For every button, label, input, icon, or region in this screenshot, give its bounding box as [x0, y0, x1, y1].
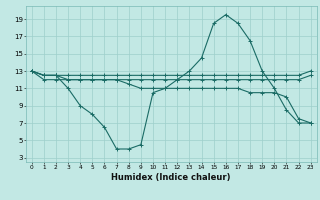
X-axis label: Humidex (Indice chaleur): Humidex (Indice chaleur) — [111, 173, 231, 182]
